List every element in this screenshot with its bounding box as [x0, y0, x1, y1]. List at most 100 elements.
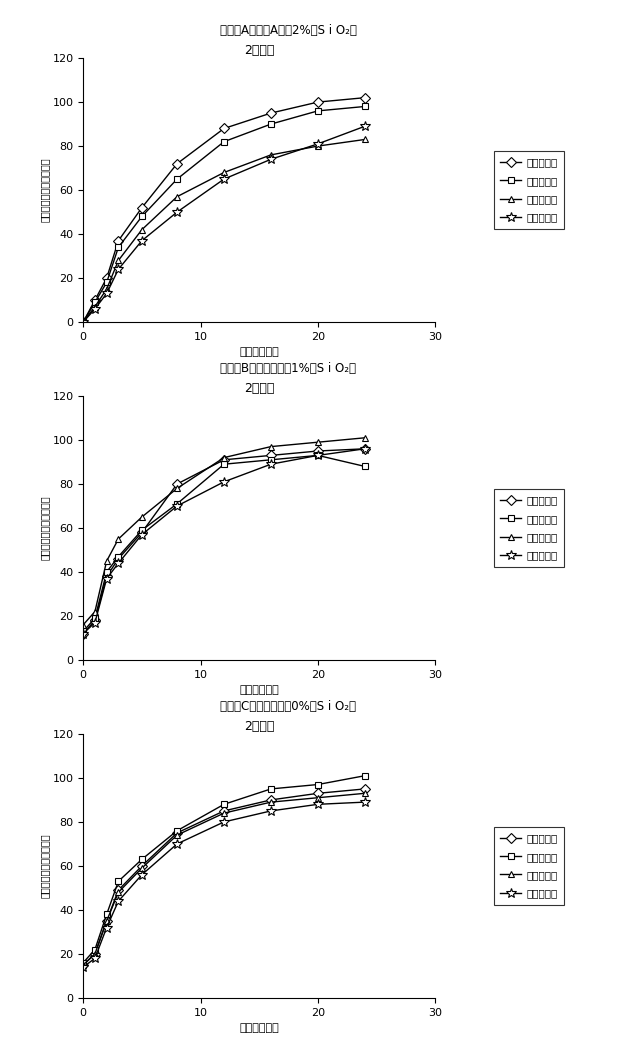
カプセル１	[103, 570, 111, 583]
X-axis label: 時間（時間）: 時間（時間）	[239, 347, 279, 357]
カプセル１	[91, 294, 99, 306]
カプセル２	[314, 105, 322, 117]
カプセル４	[115, 894, 122, 907]
カプセル１	[173, 157, 181, 170]
カプセル４	[220, 475, 228, 488]
カプセル４	[314, 137, 322, 150]
カプセル４	[267, 153, 275, 166]
カプセル４	[267, 458, 275, 471]
Line: カプセル４: カプセル４	[78, 444, 370, 639]
カプセル３	[138, 224, 146, 237]
X-axis label: 時間（時間）: 時間（時間）	[239, 1023, 279, 1033]
カプセル２	[79, 316, 87, 328]
カプセル１	[314, 96, 322, 109]
Line: カプセル１: カプセル１	[80, 94, 368, 325]
カプセル４	[220, 815, 228, 828]
カプセル１	[220, 122, 228, 135]
カプセル２	[103, 908, 111, 921]
カプセル４	[138, 868, 146, 881]
カプセル２	[91, 943, 99, 956]
Line: カプセル２: カプセル２	[80, 772, 368, 966]
カプセル２	[173, 497, 181, 510]
カプセル１	[103, 914, 111, 927]
カプセル１	[138, 202, 146, 214]
Line: カプセル２: カプセル２	[80, 103, 368, 325]
カプセル２	[138, 210, 146, 223]
Line: カプセル１: カプセル１	[80, 446, 368, 637]
カプセル４	[103, 921, 111, 934]
カプセル１	[138, 860, 146, 872]
カプセル４	[91, 302, 99, 315]
カプセル３	[314, 436, 322, 449]
Title: 2型溶解: 2型溶解	[244, 382, 275, 395]
カプセル２	[361, 770, 369, 782]
カプセル３	[173, 829, 181, 842]
カプセル４	[267, 805, 275, 817]
Y-axis label: 放出された薬物の累積％: 放出された薬物の累積％	[40, 157, 49, 223]
カプセル１	[79, 316, 87, 328]
カプセル２	[267, 118, 275, 131]
カプセル３	[267, 440, 275, 453]
Line: カプセル４: カプセル４	[78, 121, 370, 327]
カプセル２	[267, 782, 275, 795]
カプセル３	[91, 947, 99, 960]
カプセル３	[91, 300, 99, 313]
カプセル４	[314, 449, 322, 461]
カプセル１	[138, 526, 146, 539]
カプセル１	[267, 794, 275, 807]
カプセル４	[103, 287, 111, 300]
Line: カプセル３: カプセル３	[80, 434, 368, 628]
Line: カプセル２: カプセル２	[80, 452, 368, 635]
カプセル３	[138, 511, 146, 524]
カプセル４	[173, 206, 181, 219]
カプセル１	[79, 959, 87, 972]
カプセル３	[314, 791, 322, 804]
カプセル４	[361, 796, 369, 809]
カプセル１	[115, 234, 122, 247]
カプセル３	[91, 605, 99, 618]
カプセル２	[115, 875, 122, 888]
カプセル３	[267, 796, 275, 809]
カプセル２	[103, 276, 111, 288]
カプセル１	[91, 947, 99, 960]
カプセル４	[79, 961, 87, 974]
カプセル２	[91, 296, 99, 308]
カプセル２	[115, 241, 122, 253]
Title: 2型溶解: 2型溶解	[244, 720, 275, 733]
Legend: カプセル１, カプセル２, カプセル３, カプセル４: カプセル１, カプセル２, カプセル３, カプセル４	[494, 827, 564, 905]
カプセル４	[138, 234, 146, 247]
カプセル４	[220, 173, 228, 186]
Text: パネルC（製劑１０、0%　S i O₂）: パネルC（製劑１０、0% S i O₂）	[220, 700, 356, 713]
カプセル１	[361, 92, 369, 105]
カプセル２	[220, 458, 228, 471]
カプセル２	[103, 566, 111, 579]
カプセル３	[361, 787, 369, 799]
カプセル３	[220, 451, 228, 464]
カプセル２	[138, 524, 146, 536]
カプセル３	[103, 914, 111, 927]
カプセル１	[267, 449, 275, 461]
カプセル１	[115, 552, 122, 565]
カプセル３	[314, 139, 322, 152]
カプセル４	[79, 316, 87, 328]
カプセル２	[267, 453, 275, 466]
カプセル１	[79, 627, 87, 640]
カプセル２	[79, 957, 87, 969]
カプセル２	[173, 825, 181, 837]
Line: カプセル４: カプセル４	[78, 797, 370, 972]
カプセル３	[115, 886, 122, 899]
カプセル３	[79, 619, 87, 631]
カプセル３	[173, 190, 181, 203]
カプセル４	[173, 837, 181, 850]
カプセル２	[220, 135, 228, 148]
カプセル３	[115, 532, 122, 545]
カプセル４	[314, 798, 322, 811]
カプセル２	[361, 460, 369, 473]
カプセル１	[361, 442, 369, 455]
カプセル４	[103, 572, 111, 585]
Y-axis label: 放出された薬物の累積％: 放出された薬物の累積％	[40, 833, 49, 899]
カプセル２	[138, 853, 146, 866]
カプセル１	[173, 827, 181, 840]
カプセル４	[115, 263, 122, 276]
カプセル１	[220, 805, 228, 817]
